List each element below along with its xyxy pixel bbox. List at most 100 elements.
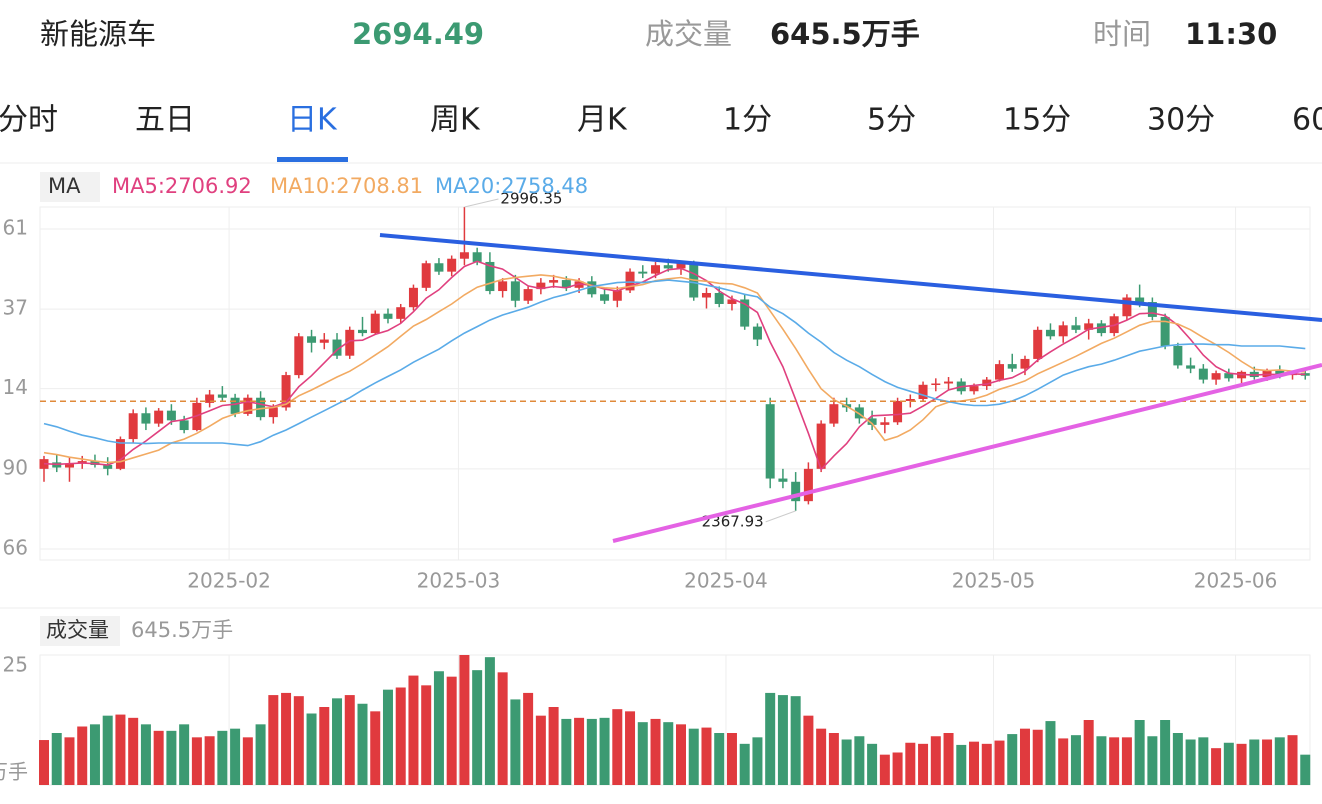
volume-bar [1249,739,1260,785]
candle-body [383,313,393,319]
candle-body [549,280,559,283]
candle-body [421,263,431,288]
candle-body [1007,364,1017,369]
time-label: 时间 [1093,17,1151,51]
candle-body [663,265,673,269]
legend-entry: MA20:2758.48 [435,174,588,198]
tab[interactable]: 周K [430,103,481,138]
volume-bar [688,728,699,785]
candle-body [1198,368,1208,380]
volume-bar [726,733,737,785]
legend-entry: MA10:2708.81 [270,174,423,198]
tab[interactable]: 日K [287,103,338,138]
price-plot-frame [39,206,1311,561]
candle-body [154,410,164,424]
candle-body [918,384,928,400]
y-tick-label: 14 [3,375,28,399]
candle-body [408,287,418,308]
candle-body [498,281,508,292]
volume-bar [1007,734,1018,785]
tab[interactable]: 1分 [723,103,772,138]
volume-bar [1236,743,1247,785]
volume-panel-label: 成交量 [46,618,109,642]
tab[interactable]: 15分 [1003,103,1071,138]
candle-body [829,404,839,424]
y-tick-label: 66 [3,536,28,560]
candle-body [791,481,801,502]
candle-body [638,271,648,274]
volume-bar [714,733,725,785]
volume-bar [1019,728,1030,785]
candle-body [740,299,750,327]
tab[interactable]: 60 [1292,103,1322,138]
volume-bar [179,724,190,785]
candle-body [243,397,253,414]
volume-bar [408,675,419,785]
candle-body [64,463,74,468]
candle-body [281,375,291,408]
candle-body [1160,316,1170,347]
tab[interactable]: 分时 [0,103,58,138]
volume-bar [523,692,534,785]
candle-body [434,263,444,272]
candle-body [268,407,278,418]
volume-bar [1300,754,1311,785]
candle-body [854,407,864,419]
candle-body [727,299,737,304]
volume-bar [306,713,317,785]
volume-bar [370,711,381,785]
candle-body [995,364,1004,380]
volume-bar [1070,735,1081,785]
candle-body [523,289,533,301]
volume-bar [841,739,852,785]
candle-body [485,261,495,292]
candle-body [714,292,724,304]
index-name: 新能源车 [40,17,156,51]
volume-bar [421,685,432,785]
tab-underline [277,157,348,162]
tab[interactable]: 30分 [1147,103,1215,138]
volume-bar [765,692,776,785]
candle-body [1186,365,1196,369]
candle-body [1173,346,1183,366]
tab[interactable]: 五日 [135,103,195,138]
candle-body [752,326,762,340]
volume-bar [574,717,585,785]
ma-line [43,260,1306,472]
volume-bar [382,689,393,785]
candle-body [600,294,610,301]
volume-bar [332,698,343,785]
candle-body [1275,370,1285,376]
y-tick-label: 61 [3,215,28,239]
candle-body [205,394,215,403]
volume-bar [140,724,151,785]
candle-body [1045,329,1055,337]
indicator-label: MA [48,174,81,198]
annotation-leader [464,198,499,208]
volume-bar [128,717,139,785]
volume-bar [561,718,572,785]
x-tick-label: 2025-03 [417,569,501,593]
volume-panel-value: 645.5万手 [131,618,233,642]
volume-bar [918,743,929,785]
candle-body [370,313,380,334]
volume-bar [1134,720,1145,785]
candle-body [345,329,355,356]
candle-body [1058,325,1068,337]
candle-body [459,252,469,259]
volume-bar [459,655,470,785]
volume-bar [472,670,483,785]
tab[interactable]: 月K [577,103,628,138]
volume-bar [790,696,801,785]
volume-bar [1160,720,1171,785]
tab[interactable]: 5分 [867,103,916,138]
candle-body [141,413,151,424]
volume-bar [497,672,508,785]
candle-body [536,282,546,290]
volume-bar [548,707,559,785]
candle-body [1084,323,1094,330]
candle-body [447,258,457,272]
volume-bar [739,743,750,785]
volume-bar [255,724,266,785]
candle-body [166,410,176,421]
